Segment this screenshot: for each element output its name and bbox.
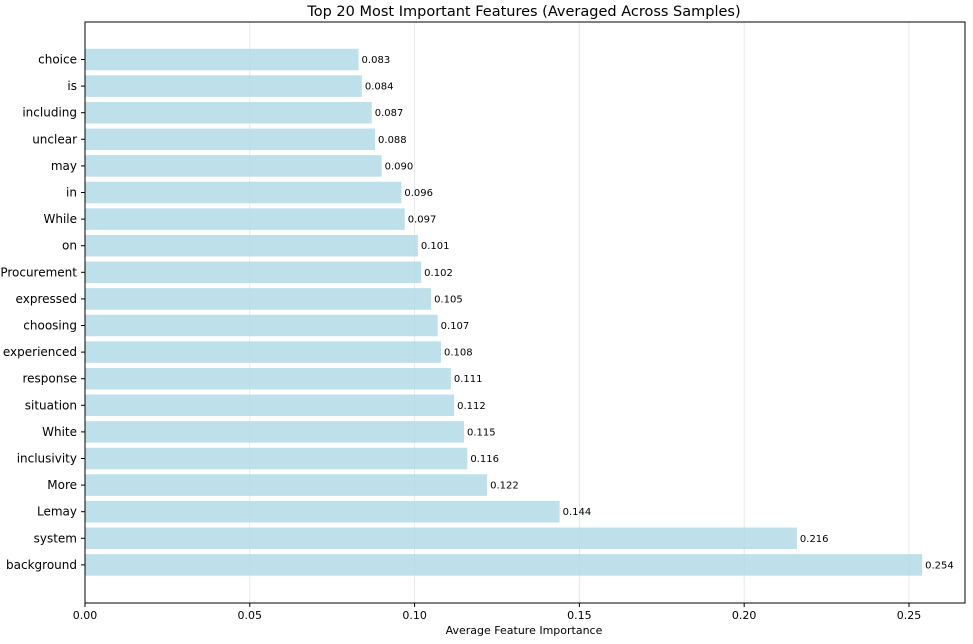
bar bbox=[85, 48, 359, 71]
bar bbox=[85, 500, 560, 523]
x-ticks: 0.00 0.05 0.10 0.15 0.20 0.25 bbox=[73, 603, 921, 622]
category-label: expressed bbox=[16, 292, 77, 306]
category-label: Procurement bbox=[0, 265, 77, 279]
category-label: choosing bbox=[23, 319, 77, 333]
x-tick-label: 0.00 bbox=[73, 609, 98, 622]
data-label: 0.111 bbox=[454, 374, 483, 385]
category-label: inclusivity bbox=[17, 452, 77, 466]
category-label: choice bbox=[38, 53, 77, 67]
category-label: experienced bbox=[3, 345, 77, 359]
data-label: 0.102 bbox=[424, 268, 453, 279]
x-tick-label: 0.10 bbox=[402, 609, 427, 622]
category-label: is bbox=[67, 79, 77, 93]
data-label: 0.097 bbox=[408, 215, 437, 226]
category-label: More bbox=[47, 478, 77, 492]
bar bbox=[85, 314, 438, 337]
bar bbox=[85, 181, 402, 204]
category-label: unclear bbox=[32, 132, 77, 146]
data-label: 0.083 bbox=[362, 55, 391, 66]
bar bbox=[85, 155, 382, 177]
bar bbox=[85, 394, 455, 417]
category-label: situation bbox=[25, 398, 77, 412]
data-label: 0.105 bbox=[434, 294, 463, 305]
bar bbox=[85, 341, 441, 363]
x-tick-label: 0.20 bbox=[732, 609, 757, 622]
chart-title: Top 20 Most Important Features (Averaged… bbox=[306, 4, 740, 20]
data-label: 0.090 bbox=[385, 161, 414, 172]
x-tick-label: 0.05 bbox=[238, 609, 263, 622]
category-label: including bbox=[22, 106, 77, 120]
bars bbox=[85, 48, 923, 576]
bar bbox=[85, 128, 376, 151]
category-label: in bbox=[66, 186, 77, 200]
data-label: 0.088 bbox=[378, 135, 407, 146]
bar bbox=[85, 421, 465, 443]
data-label: 0.096 bbox=[404, 188, 433, 199]
bar bbox=[85, 447, 468, 470]
data-label: 0.101 bbox=[421, 241, 450, 252]
category-label: response bbox=[22, 372, 77, 386]
category-label: While bbox=[43, 212, 77, 226]
bar bbox=[85, 234, 418, 257]
x-axis-label: Average Feature Importance bbox=[446, 624, 603, 637]
data-label: 0.087 bbox=[375, 108, 404, 119]
data-label: 0.254 bbox=[925, 560, 954, 571]
data-labels: 0.083 0.084 0.087 0.088 0.090 0.096 0.097 0.101… bbox=[362, 55, 954, 571]
data-label: 0.084 bbox=[365, 82, 394, 93]
x-tick-label: 0.25 bbox=[897, 609, 922, 622]
data-label: 0.115 bbox=[467, 427, 496, 438]
category-label: White bbox=[42, 425, 77, 439]
data-label: 0.112 bbox=[457, 401, 486, 412]
category-label: background bbox=[6, 558, 77, 572]
category-label: may bbox=[51, 159, 77, 173]
bar bbox=[85, 75, 362, 97]
bar bbox=[85, 527, 797, 550]
category-label: Lemay bbox=[37, 505, 77, 519]
data-label: 0.122 bbox=[490, 481, 519, 492]
bar bbox=[85, 554, 923, 576]
x-tick-label: 0.15 bbox=[567, 609, 592, 622]
data-label: 0.107 bbox=[441, 321, 470, 332]
bar bbox=[85, 261, 422, 284]
bar bbox=[85, 208, 405, 230]
data-label: 0.144 bbox=[563, 507, 592, 518]
data-label: 0.108 bbox=[444, 348, 473, 359]
bar bbox=[85, 101, 372, 124]
category-label: system bbox=[34, 531, 77, 545]
plot-frame bbox=[84, 21, 966, 604]
bar bbox=[85, 367, 451, 390]
data-label: 0.116 bbox=[470, 454, 499, 465]
data-label: 0.216 bbox=[800, 534, 829, 545]
y-ticks: choice is including unclear may in While on Proc… bbox=[0, 53, 85, 572]
bar bbox=[85, 288, 432, 310]
bar bbox=[85, 474, 488, 496]
category-label: on bbox=[62, 239, 77, 253]
